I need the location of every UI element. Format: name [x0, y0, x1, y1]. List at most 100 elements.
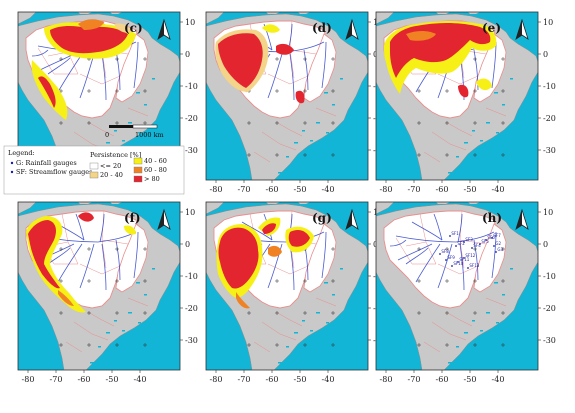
y-tick-label: -30	[543, 336, 556, 345]
panel-label: (e)	[482, 21, 501, 35]
y-tick-label: 10	[185, 18, 195, 27]
x-tick-label: -40	[322, 375, 335, 384]
y-tick-label: 0	[543, 50, 548, 59]
gauge-label: SF2	[457, 241, 465, 246]
gauge-label: SF1	[451, 231, 459, 236]
gauge-label: SF4	[473, 243, 481, 248]
map-panel-h: SF1SF2SF3SF4SF5SF6SF7SF8SF9SF10SF11SF12S…	[375, 201, 556, 384]
gauge-point	[463, 241, 465, 243]
y-tick-label: 0	[185, 240, 190, 249]
x-tick-label: -40	[134, 375, 147, 384]
gauge-label: G3	[497, 247, 503, 252]
y-tick-label: 10	[185, 208, 195, 217]
gauge-point	[445, 259, 447, 261]
x-tick-label: -80	[380, 185, 393, 194]
gauge-point	[479, 243, 481, 245]
legend-rainfall-gauges: G: Rainfall gauges	[16, 159, 77, 167]
gauge-point	[467, 267, 469, 269]
y-tick-label: -30	[543, 146, 556, 155]
gauge-label: SF13	[469, 263, 479, 268]
legend-streamflow-gauges: SF: Streamflow gauges	[16, 168, 93, 176]
y-tick-label: -20	[185, 114, 198, 123]
x-tick-label: -80	[22, 375, 35, 384]
y-tick-label: 0	[543, 240, 548, 249]
x-tick-label: -50	[294, 375, 307, 384]
y-tick-label: -30	[185, 146, 198, 155]
x-tick-label: -70	[408, 185, 421, 194]
legend: Legend: G: Rainfall gauges SF: Streamflo…	[3, 145, 185, 195]
gauge-point	[491, 237, 493, 239]
x-tick-label: -80	[380, 375, 393, 384]
y-tick-label: -20	[543, 114, 556, 123]
scale-bar-start: 0	[105, 131, 109, 139]
panel-label: (d)	[312, 21, 332, 35]
gauge-label: SF3	[465, 237, 473, 242]
x-tick-label: -70	[238, 375, 251, 384]
x-tick-label: -50	[106, 375, 119, 384]
y-tick-label: -10	[543, 272, 556, 281]
map-panel-f: (f) -80 -70 -60 -50 -40 10 0 -10 -20 -30	[17, 201, 198, 384]
gauge-point	[451, 265, 453, 267]
x-tick-label: -60	[266, 375, 279, 384]
scale-bar-end: 1000 km	[135, 131, 164, 139]
y-tick-label: 0	[373, 240, 378, 249]
gauge-point	[495, 251, 497, 253]
gauge-point	[485, 239, 487, 241]
x-tick-label: -50	[464, 185, 477, 194]
x-tick-label: -80	[210, 185, 223, 194]
scale-bar: 0 1000 km	[105, 124, 164, 139]
x-tick-label: -70	[50, 375, 63, 384]
x-tick-label: -80	[210, 375, 223, 384]
panel-label: (h)	[482, 211, 502, 225]
gauge-label: SF12	[465, 253, 475, 258]
x-tick-label: -50	[464, 375, 477, 384]
x-tick-label: -40	[492, 375, 505, 384]
map-panel-e: (e) -80 -70 -60 -50 -40 10 0 -10 -20 -30	[375, 11, 556, 194]
gauge-point	[439, 253, 441, 255]
y-tick-label: 10	[543, 208, 553, 217]
gauge-point	[463, 257, 465, 259]
panel-label: (g)	[312, 211, 332, 225]
x-tick-label: -60	[436, 375, 449, 384]
y-tick-label: -30	[185, 336, 198, 345]
y-tick-label: -10	[185, 82, 198, 91]
gauge-point	[455, 245, 457, 247]
panel-label: (f)	[124, 211, 141, 225]
x-tick-label: -70	[238, 185, 251, 194]
gauge-label: G2	[495, 241, 501, 246]
legend-class-4: 60 - 80	[144, 166, 167, 174]
x-tick-label: -60	[436, 185, 449, 194]
gauge-label: SF8	[441, 249, 449, 254]
legend-class-2: 20 - 40	[100, 171, 123, 179]
x-tick-label: -60	[78, 375, 91, 384]
x-tick-label: -40	[492, 185, 505, 194]
gauge-point	[449, 235, 451, 237]
legend-persistence-title: Persistence [%]	[90, 151, 141, 159]
gauge-label: SF9	[447, 255, 455, 260]
x-tick-label: -50	[294, 185, 307, 194]
y-tick-label: -10	[543, 82, 556, 91]
panel-label: (c)	[124, 21, 143, 35]
y-tick-label: 0	[185, 50, 190, 59]
y-tick-label: 10	[543, 18, 553, 27]
legend-class-5: > 80	[144, 175, 160, 183]
legend-title: Legend:	[8, 149, 35, 157]
y-tick-label: -20	[543, 304, 556, 313]
legend-class-1: <= 20	[100, 162, 121, 170]
gauge-label: SF11	[459, 257, 469, 262]
gauge-point	[457, 261, 459, 263]
x-tick-label: -60	[266, 185, 279, 194]
gauge-label: SF5	[481, 239, 489, 244]
gauge-label: SF10	[453, 261, 463, 266]
gauge-point	[471, 247, 473, 249]
legend-class-3: 40 - 60	[144, 157, 167, 165]
y-tick-label: 0	[373, 50, 378, 59]
gauge-label: SF7	[493, 233, 501, 238]
y-tick-label: -10	[185, 272, 198, 281]
y-tick-label: -20	[185, 304, 198, 313]
gauge-point	[493, 245, 495, 247]
x-tick-label: -70	[408, 375, 421, 384]
